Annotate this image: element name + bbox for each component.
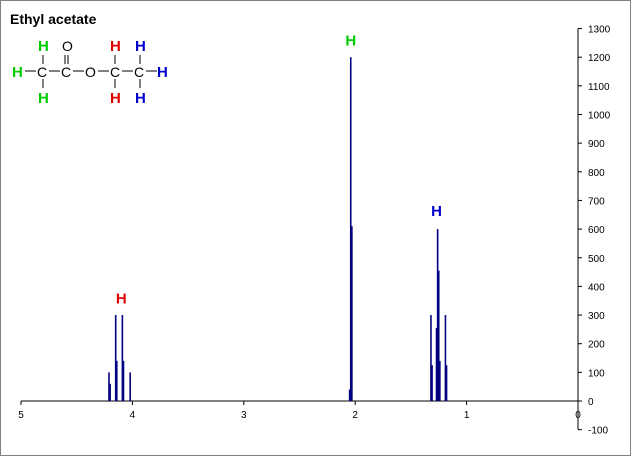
mol-c1: C [37,64,47,80]
y-tick-label: 1000 [588,111,611,122]
x-tick-label: 1 [464,410,470,421]
y-tick-label: 1300 [588,25,611,36]
mol-top-h-ch2: H [110,38,121,55]
mol-top-h-acetyl: H [38,38,49,55]
peak-annotation: H [116,291,127,308]
x-tick-label: 3 [241,410,247,421]
mol-top-o: O [62,38,73,54]
chart-title: Ethyl acetate [10,11,97,27]
x-tick-label: 0 [575,410,581,421]
y-tick-label: 1200 [588,53,611,64]
mol-bottom-h-ch3: H [135,90,146,107]
x-tick-label: 5 [18,410,24,421]
y-tick-label: 0 [588,397,594,408]
peak-annotation: H [345,33,356,50]
y-tick-label: -100 [588,426,608,437]
mol-c4: C [134,64,144,80]
y-tick-label: 600 [588,225,605,236]
y-tick-label: 500 [588,254,605,265]
y-tick-label: 800 [588,168,605,179]
x-tick-label: 2 [352,410,358,421]
mol-c3: C [110,64,120,80]
mol-top-h-ch3: H [135,38,146,55]
mol-h-left: H [12,64,23,81]
mol-c2: C [61,64,71,80]
molecule-structure: H O H H H C C O C C H [12,38,168,107]
y-tick-label: 200 [588,340,605,351]
peak-annotation: H [431,203,442,220]
y-tick-label: 1100 [588,82,610,93]
annotations-group: HHH [116,33,442,308]
y-tick-label: 300 [588,311,605,322]
y-tick-label: 900 [588,139,605,150]
mol-bottom-h-ch2: H [110,90,121,107]
y-tick-label: 100 [588,368,605,379]
y-tick-label: 700 [588,196,605,207]
mol-h-right: H [157,64,168,81]
y-tick-label: 400 [588,282,605,293]
mol-o-ester: O [85,64,96,80]
axes-group: 5 4 3 2 1 01300120011001000900800700600500400… [18,25,610,437]
x-tick-label: 4 [130,410,136,421]
peaks-group [108,57,448,401]
mol-bottom-h-acetyl: H [38,90,49,107]
